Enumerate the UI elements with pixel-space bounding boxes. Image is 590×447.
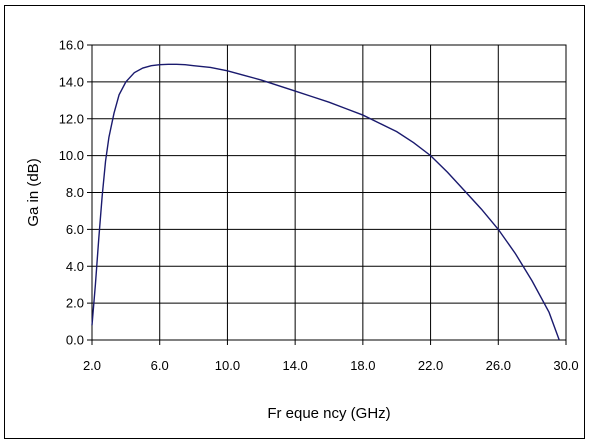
y-tick-label: 12.0: [59, 111, 84, 126]
x-tick-label: 30.0: [553, 358, 578, 373]
y-tick-label: 10.0: [59, 148, 84, 163]
x-tick-label: 18.0: [350, 358, 375, 373]
y-tick-label: 4.0: [66, 259, 84, 274]
x-tick-label: 2.0: [83, 358, 101, 373]
x-tick-label: 26.0: [486, 358, 511, 373]
y-axis-title: Ga in (dB): [25, 158, 42, 226]
y-tick-label: 0.0: [66, 333, 84, 348]
y-tick-label: 14.0: [59, 74, 84, 89]
x-tick-label: 14.0: [282, 358, 307, 373]
x-tick-label: 22.0: [418, 358, 443, 373]
x-axis-ticks: 2.0 6.0 10.0 14.0 18.0 22.0 26.0 30.0: [83, 340, 579, 373]
y-axis-ticks: 0.0 2.0 4.0 6.0 8.0 10.0 12.0 14.0 16.0: [59, 38, 92, 348]
y-tick-label: 16.0: [59, 38, 84, 53]
x-axis-title: Fr eque ncy (GHz): [267, 405, 390, 422]
x-tick-label: 10.0: [215, 358, 240, 373]
y-tick-label: 8.0: [66, 185, 84, 200]
x-tick-label: 6.0: [151, 358, 169, 373]
gain-curve: [91, 63, 560, 341]
grid: [91, 44, 567, 341]
y-tick-label: 6.0: [66, 222, 84, 237]
y-tick-label: 2.0: [66, 296, 84, 311]
chart-frame: [4, 5, 585, 439]
